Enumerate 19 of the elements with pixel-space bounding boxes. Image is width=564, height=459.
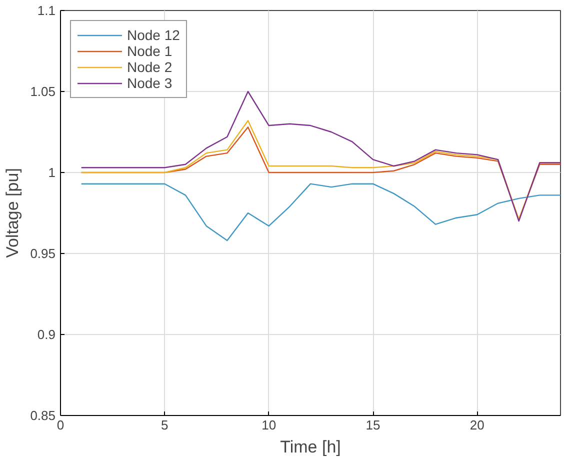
- x-tick-label: 5: [161, 418, 168, 432]
- x-tick-label: 20: [470, 418, 484, 432]
- y-tick-label: 1: [48, 165, 56, 180]
- y-tick-label: 0.85: [30, 408, 56, 423]
- line-series: [80, 183, 560, 242]
- y-tick-label: 1.1: [37, 3, 56, 18]
- line-series: [80, 90, 560, 222]
- x-axis-title: Time [h]: [280, 438, 341, 456]
- x-tick-label: 10: [262, 418, 276, 432]
- legend-label: Node 1: [127, 43, 172, 59]
- legend-label: Node 12: [127, 27, 180, 43]
- x-tick-label: 15: [366, 418, 380, 432]
- y-axis-title: Voltage [pu]: [3, 168, 22, 258]
- y-tick-label: 0.95: [30, 246, 56, 261]
- x-tick-label: 0: [56, 418, 64, 432]
- y-tick-label: 1.05: [30, 84, 56, 99]
- legend-label: Node 2: [127, 59, 172, 75]
- y-tick-label: 0.9: [37, 327, 56, 342]
- legend-label: Node 3: [127, 75, 172, 91]
